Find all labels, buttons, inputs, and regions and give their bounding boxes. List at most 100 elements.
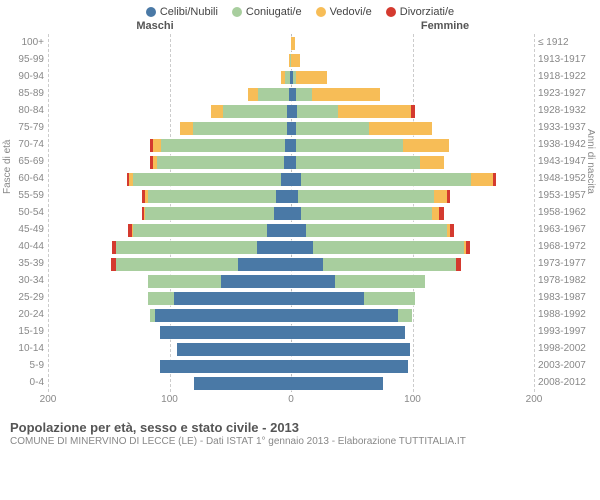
bar — [180, 121, 291, 136]
pyramid-row: 65-691943-1947 — [48, 153, 534, 170]
pyramid-rows: 100+≤ 191295-991913-191790-941918-192285… — [48, 34, 534, 392]
bar-segment — [257, 241, 291, 254]
age-label: 70-74 — [8, 136, 44, 153]
bar-segment — [276, 190, 291, 203]
bar-segment — [291, 207, 301, 220]
legend-label: Vedovi/e — [330, 6, 372, 18]
legend-swatch — [146, 7, 156, 17]
pyramid-row: 50-541958-1962 — [48, 204, 534, 221]
male-half — [48, 34, 291, 51]
bar-segment — [211, 105, 223, 118]
bar — [291, 223, 454, 238]
year-label: 1918-1922 — [538, 68, 592, 85]
x-tick-label: 200 — [40, 394, 57, 405]
age-label: 65-69 — [8, 153, 44, 170]
year-label: 1978-1982 — [538, 272, 592, 289]
age-label: 10-14 — [8, 340, 44, 357]
bar-segment — [432, 207, 439, 220]
year-label: 1968-1972 — [538, 238, 592, 255]
bar-segment — [116, 258, 238, 271]
year-label: 1938-1942 — [538, 136, 592, 153]
bar — [291, 359, 408, 374]
bar-segment — [411, 105, 415, 118]
bar-segment — [466, 241, 470, 254]
bar — [127, 172, 291, 187]
gender-labels: Maschi Femmine — [0, 20, 600, 34]
bar-segment — [291, 258, 323, 271]
male-half — [48, 136, 291, 153]
bar-segment — [447, 190, 451, 203]
pyramid-row: 45-491963-1967 — [48, 221, 534, 238]
bar — [112, 240, 291, 255]
bar — [142, 206, 291, 221]
bar-segment — [153, 139, 162, 152]
bar-segment — [296, 139, 403, 152]
male-half — [48, 153, 291, 170]
pyramid-row: 20-241988-1992 — [48, 306, 534, 323]
bar-segment — [296, 122, 369, 135]
female-half — [291, 153, 534, 170]
bar — [291, 308, 412, 323]
male-half — [48, 187, 291, 204]
female-half — [291, 119, 534, 136]
female-half — [291, 289, 534, 306]
bar-segment — [301, 207, 432, 220]
pyramid-row: 75-791933-1937 — [48, 119, 534, 136]
year-label: 1943-1947 — [538, 153, 592, 170]
bar — [148, 274, 291, 289]
bar-segment — [420, 156, 444, 169]
bar-segment — [291, 343, 410, 356]
x-tick-label: 100 — [404, 394, 421, 405]
male-half — [48, 255, 291, 272]
gender-label-male: Maschi — [50, 20, 300, 32]
bar-segment — [291, 360, 408, 373]
year-label: 2003-2007 — [538, 357, 592, 374]
bar — [111, 257, 291, 272]
age-label: 30-34 — [8, 272, 44, 289]
legend-swatch — [316, 7, 326, 17]
bar — [291, 274, 425, 289]
year-label: 1998-2002 — [538, 340, 592, 357]
bar-segment — [450, 224, 454, 237]
bar — [128, 223, 291, 238]
bar — [291, 240, 470, 255]
pyramid-row: 85-891923-1927 — [48, 85, 534, 102]
grid-line — [534, 34, 535, 392]
male-half — [48, 102, 291, 119]
year-label: 2008-2012 — [538, 374, 592, 391]
bar — [281, 70, 291, 85]
pyramid-row: 25-291983-1987 — [48, 289, 534, 306]
age-label: 100+ — [8, 34, 44, 51]
x-tick-label: 200 — [526, 394, 543, 405]
female-half — [291, 102, 534, 119]
bar — [291, 87, 380, 102]
pyramid-row: 70-741938-1942 — [48, 136, 534, 153]
bar — [291, 376, 383, 391]
bar-segment — [434, 190, 446, 203]
bar-segment — [284, 156, 291, 169]
bar-segment — [116, 241, 257, 254]
male-half — [48, 68, 291, 85]
bar-segment — [281, 173, 291, 186]
age-label: 0-4 — [8, 374, 44, 391]
male-half — [48, 306, 291, 323]
age-label: 50-54 — [8, 204, 44, 221]
bar-segment — [338, 105, 411, 118]
bar-segment — [160, 360, 291, 373]
legend-swatch — [386, 7, 396, 17]
pyramid-row: 10-141998-2002 — [48, 340, 534, 357]
bar-segment — [364, 292, 415, 305]
legend-label: Celibi/Nubili — [160, 6, 218, 18]
bar — [177, 342, 291, 357]
bar-segment — [148, 275, 221, 288]
bar-segment — [398, 309, 413, 322]
male-half — [48, 289, 291, 306]
bar — [248, 87, 291, 102]
legend: Celibi/NubiliConiugati/eVedovi/eDivorzia… — [0, 0, 600, 20]
legend-item: Celibi/Nubili — [146, 6, 218, 18]
bar — [291, 325, 405, 340]
age-label: 25-29 — [8, 289, 44, 306]
male-half — [48, 238, 291, 255]
year-label: 1983-1987 — [538, 289, 592, 306]
bar — [291, 155, 444, 170]
